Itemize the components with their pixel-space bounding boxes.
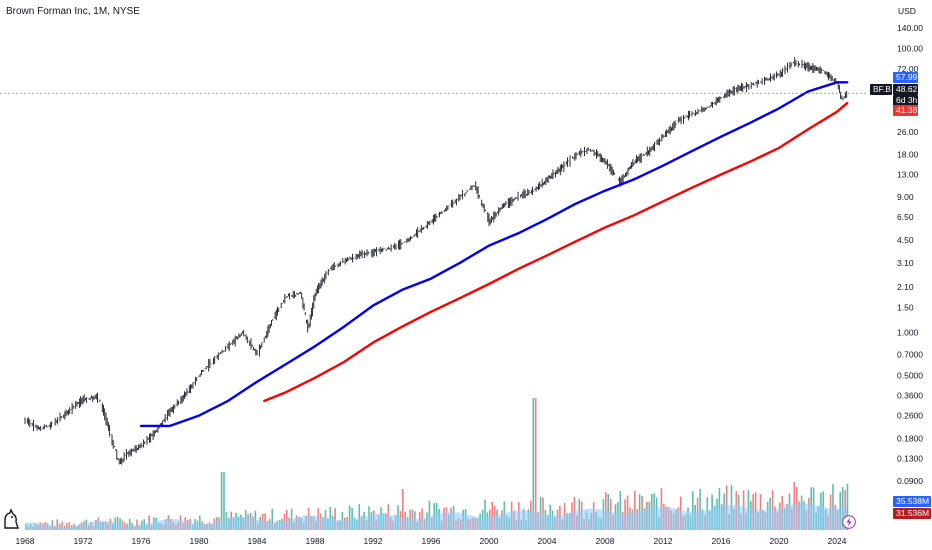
price-tag: 48.62 [896, 84, 918, 94]
volume-bar [136, 519, 138, 530]
tradingview-logo-icon[interactable] [2, 508, 20, 530]
time-tick-label: 2024 [828, 536, 847, 546]
price-tick-label: 0.0900 [897, 476, 923, 486]
volume-bar [358, 504, 361, 530]
currency-label[interactable]: USD [898, 6, 916, 16]
ma-blue-tag: 57.99 [896, 72, 918, 82]
volume-bar [402, 489, 404, 530]
moving-average-blue [139, 81, 849, 428]
volume-bar [634, 490, 636, 530]
time-tick-label: 1992 [364, 536, 383, 546]
price-tick-label: 2.10 [897, 282, 914, 292]
volume-bar [329, 507, 332, 530]
volume-bar [428, 500, 431, 530]
volume-bar [51, 519, 54, 530]
time-tick-label: 1980 [190, 536, 209, 546]
price-tick-label: 0.1300 [897, 453, 923, 463]
ma-red-tag-bg [893, 105, 918, 116]
volume-red-tag: 31.536M [896, 508, 929, 518]
price-tick-label: 140.00 [897, 23, 923, 33]
price-tick-label: 4.50 [897, 235, 914, 245]
time-tick-label: 1984 [248, 536, 267, 546]
price-tag-bg [893, 84, 918, 95]
price-tick-label: 18.00 [897, 149, 919, 159]
volume-bar [61, 521, 63, 530]
chart-title: Brown Forman Inc, 1M, NYSE [6, 6, 140, 17]
lightning-icon[interactable] [842, 515, 856, 529]
volume-bar [58, 523, 61, 530]
time-tick-label: 2012 [654, 536, 673, 546]
price-tick-label: 0.3600 [897, 391, 923, 401]
volume-pane [25, 398, 849, 530]
moving-average-red [263, 101, 849, 403]
symbol-tag: BF.B [873, 84, 891, 94]
price-tick-label: 1.000 [897, 328, 919, 338]
volume-bar [348, 505, 351, 530]
price-tick-label: 26.00 [897, 127, 919, 137]
volume-bar [148, 515, 150, 530]
countdown-tag: 6d 3h [896, 95, 918, 105]
volume-bar [56, 519, 58, 530]
volume-bar [542, 497, 544, 530]
time-tick-label: 2000 [480, 536, 499, 546]
price-tick-label: 100.00 [897, 44, 923, 54]
time-tick-label: 1988 [306, 536, 325, 546]
time-tick-label: 1976 [132, 536, 151, 546]
price-tick-label: 1.50 [897, 303, 914, 313]
volume-red-tag-bg [893, 508, 931, 519]
volume-ma-area [25, 503, 847, 530]
volume-bar [286, 510, 288, 530]
time-axis[interactable]: 1968 1972 1976 1980 1984 1988 1992 1996 2000 2004… [16, 536, 847, 546]
time-tick-label: 1968 [16, 536, 35, 546]
volume-bar [128, 518, 131, 530]
time-tick-label: 1996 [422, 536, 441, 546]
series-layer [24, 57, 849, 465]
volume-bar [491, 501, 493, 530]
volume-bar [539, 496, 542, 530]
volume-bar [271, 508, 274, 530]
volume-bar [619, 491, 622, 530]
volume-bar [143, 519, 145, 530]
price-tick-label: 0.2600 [897, 411, 923, 421]
time-tick-label: 2020 [770, 536, 789, 546]
price-tick-label: 13.00 [897, 170, 919, 180]
volume-bar [846, 483, 849, 530]
volume-bar [334, 508, 336, 530]
volume-bar [699, 488, 701, 530]
ma-blue-tag-bg [893, 72, 918, 83]
volume-bar [351, 507, 353, 530]
volume-bar [68, 522, 71, 530]
time-tick-label: 1972 [74, 536, 93, 546]
volume-bar [692, 491, 694, 530]
time-tick-label: 2008 [596, 536, 615, 546]
volume-blue-tag-bg [893, 496, 931, 507]
volume-bar [534, 398, 537, 530]
volume-bar [484, 499, 486, 530]
price-tick-label: 0.5000 [897, 370, 923, 380]
volume-bar [532, 398, 535, 530]
price-tick-label: 0.7000 [897, 350, 923, 360]
volume-bar [220, 472, 223, 530]
price-tick-label: 72.00 [897, 64, 919, 74]
price-tick-label: 6.50 [897, 212, 914, 222]
price-tick-label: 3.10 [897, 258, 914, 268]
countdown-tag-bg [893, 95, 918, 106]
volume-bar [832, 484, 834, 530]
symbol-tag-bg [870, 84, 892, 95]
volume-bar [223, 472, 225, 530]
ma-red-tag: 41.38 [896, 105, 918, 115]
price-tick-label: 9.00 [897, 192, 914, 202]
price-tick-label: 0.1800 [897, 433, 923, 443]
volume-bar [626, 495, 629, 530]
volume-bar [66, 523, 68, 530]
volume-bar [199, 515, 201, 530]
volume-blue-tag: 35.538M [896, 496, 929, 506]
time-tick-label: 2004 [538, 536, 557, 546]
time-tick-label: 2016 [712, 536, 731, 546]
